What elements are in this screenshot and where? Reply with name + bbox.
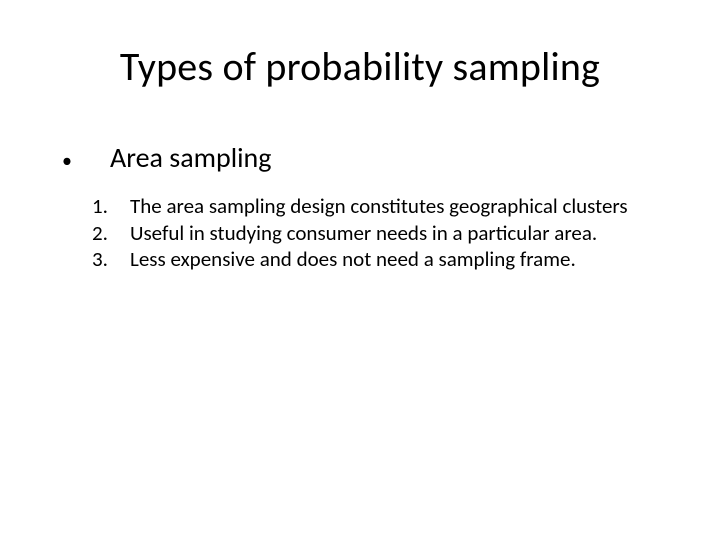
level2-text: Useful in studying consumer needs in a p… — [130, 221, 672, 247]
level2-text: The area sampling design constitutes geo… — [130, 194, 672, 220]
level2-number: 3. — [92, 247, 130, 273]
bullet-icon: • — [60, 145, 110, 177]
level1-item: • Area sampling — [60, 140, 660, 177]
level2-item: 3. Less expensive and does not need a sa… — [92, 247, 672, 273]
level2-list: 1. The area sampling design constitutes … — [92, 194, 672, 274]
level2-number: 1. — [92, 194, 130, 220]
level1-list: • Area sampling — [60, 140, 660, 177]
slide: Types of probability sampling • Area sam… — [0, 0, 720, 540]
slide-title: Types of probability sampling — [0, 42, 720, 91]
level2-item: 2. Useful in studying consumer needs in … — [92, 221, 672, 247]
level2-item: 1. The area sampling design constitutes … — [92, 194, 672, 220]
level2-number: 2. — [92, 221, 130, 247]
level2-text: Less expensive and does not need a sampl… — [130, 247, 672, 273]
level1-text: Area sampling — [110, 140, 271, 175]
